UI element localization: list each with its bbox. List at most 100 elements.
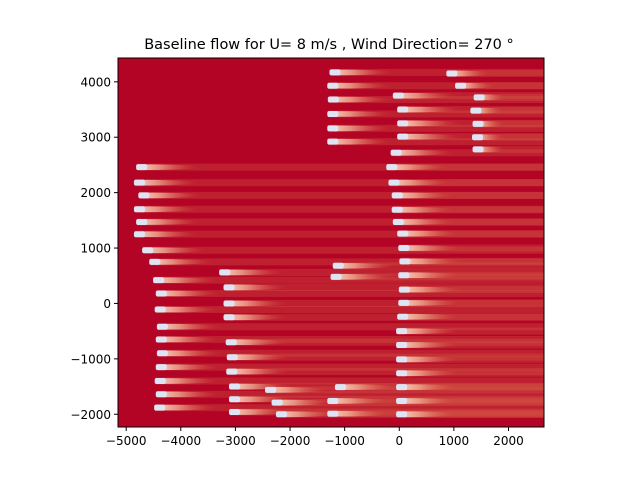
wake-plume	[276, 411, 340, 418]
turbine-marker	[397, 133, 409, 140]
wake-plume	[328, 82, 392, 89]
turbine-marker	[133, 231, 145, 238]
turbine-marker	[396, 384, 408, 391]
turbine-marker	[391, 192, 403, 199]
wake-band	[473, 120, 544, 128]
wake-band	[399, 286, 544, 294]
wake-band	[154, 276, 545, 284]
wake-plume	[134, 231, 198, 238]
wake-plume	[272, 399, 336, 406]
wake-band	[398, 119, 544, 127]
wake-band	[398, 230, 544, 238]
wake-band	[393, 92, 544, 100]
wake-plume	[398, 120, 462, 127]
wake-plume	[392, 192, 456, 199]
wake-band	[392, 191, 544, 199]
x-axis: −5000 −4000 −3000 −2000 −1000 0 1000 2000	[106, 427, 524, 448]
wake-band	[156, 289, 544, 297]
turbine-marker	[136, 219, 148, 225]
wake-band	[473, 145, 544, 153]
wake-plume	[156, 290, 220, 297]
wake-band	[397, 397, 544, 405]
wake-band	[397, 369, 544, 377]
wake-band	[229, 408, 544, 416]
wake-plume	[397, 411, 461, 418]
wake-band	[397, 410, 544, 418]
wake-plume	[227, 354, 291, 361]
wake-plume	[134, 179, 198, 186]
wake-band	[391, 149, 544, 157]
wake-plume	[397, 384, 461, 390]
wake-band	[399, 244, 544, 252]
turbine-marker	[446, 70, 458, 77]
wake-plume	[400, 258, 464, 265]
turbine-marker	[219, 269, 231, 276]
turbine-marker	[397, 106, 409, 113]
chart-title: Baseline flow for U= 8 m/s , Wind Direct…	[144, 37, 514, 53]
turbine-marker	[327, 110, 339, 117]
wake-band	[150, 258, 544, 266]
turbine-marker	[223, 300, 235, 307]
y-axis: −2000 −1000 0 1000 2000 3000 4000	[70, 75, 118, 422]
wake-band	[137, 218, 544, 226]
turbine-marker	[396, 342, 408, 348]
wake-plume	[398, 106, 462, 113]
wake-plume	[397, 356, 461, 363]
turbine-marker	[392, 219, 404, 225]
wake-plume	[397, 328, 461, 334]
wake-plume	[154, 277, 218, 284]
turbine-marker	[399, 258, 411, 265]
turbine-marker	[223, 314, 235, 321]
turbine-marker	[396, 411, 408, 418]
wake-plume	[137, 219, 201, 225]
turbine-marker	[225, 339, 237, 346]
wake-band	[389, 179, 544, 187]
wake-band	[139, 191, 545, 199]
wake-plume	[266, 387, 330, 393]
y-tick-label: 2000	[80, 186, 111, 200]
wake-band	[398, 313, 544, 321]
turbine-marker	[472, 146, 484, 153]
wake-plume	[157, 350, 221, 357]
turbine-marker	[133, 206, 145, 213]
turbine-marker	[265, 386, 277, 393]
wake-plume	[226, 339, 290, 346]
wake-plume	[333, 262, 397, 269]
wake-band	[143, 246, 544, 254]
turbine-marker	[228, 396, 240, 403]
y-tick-label: 1000	[80, 242, 111, 256]
wake-plume	[328, 138, 392, 145]
wake-band	[397, 355, 544, 363]
turbine-marker	[228, 409, 240, 416]
turbine-marker	[391, 206, 403, 213]
wake-band	[471, 107, 544, 115]
wake-plume	[399, 245, 463, 251]
turbine-marker	[142, 247, 154, 254]
wake-band	[393, 218, 544, 226]
turbine-marker	[396, 356, 408, 363]
x-tick-label: −4000	[161, 434, 202, 448]
y-tick-label: 4000	[80, 75, 111, 89]
turbine-marker	[386, 164, 398, 171]
turbine-marker	[154, 378, 166, 385]
wake-plume	[224, 300, 288, 307]
x-tick-label: −1000	[324, 434, 365, 448]
wake-plume	[157, 323, 221, 330]
y-tick-label: 3000	[80, 131, 111, 145]
turbine-marker	[155, 290, 167, 297]
wake-band	[134, 205, 544, 213]
wake-band	[137, 163, 544, 171]
turbine-marker	[334, 384, 346, 391]
y-tick-label: −1000	[70, 352, 111, 366]
turbine-marker	[155, 336, 167, 343]
wake-plume	[220, 269, 284, 276]
wake-plume	[399, 300, 463, 306]
turbine-marker	[275, 411, 287, 418]
wake-band	[157, 349, 544, 357]
wake-plume	[393, 219, 457, 225]
wake-plume	[150, 259, 214, 265]
wake-band	[155, 306, 544, 314]
turbine-marker	[149, 258, 161, 265]
turbine-marker	[154, 404, 166, 411]
